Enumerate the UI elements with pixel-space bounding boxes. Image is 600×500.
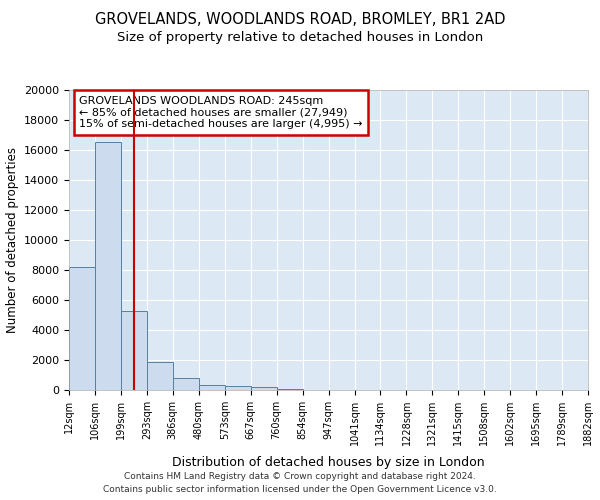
X-axis label: Distribution of detached houses by size in London: Distribution of detached houses by size … (172, 456, 485, 469)
Bar (69, 267, 95, 390)
Text: Contains public sector information licensed under the Open Government Licence v3: Contains public sector information licen… (103, 485, 497, 494)
Text: GROVELANDS WOODLANDS ROAD: 245sqm
← 85% of detached houses are smaller (27,949)
: GROVELANDS WOODLANDS ROAD: 245sqm ← 85% … (79, 96, 363, 129)
Bar (251, 387, 277, 390)
Text: Size of property relative to detached houses in London: Size of property relative to detached ho… (117, 31, 483, 44)
Y-axis label: Number of detached properties: Number of detached properties (5, 147, 19, 333)
Bar (199, 385, 224, 390)
Text: Contains HM Land Registry data © Crown copyright and database right 2024.: Contains HM Land Registry data © Crown c… (124, 472, 476, 481)
Bar (147, 362, 173, 390)
Bar (173, 378, 199, 390)
Text: GROVELANDS, WOODLANDS ROAD, BROMLEY, BR1 2AD: GROVELANDS, WOODLANDS ROAD, BROMLEY, BR1… (95, 12, 505, 28)
Bar (277, 388, 302, 390)
Bar (121, 310, 147, 390)
Bar (95, 142, 121, 390)
Bar (224, 386, 251, 390)
